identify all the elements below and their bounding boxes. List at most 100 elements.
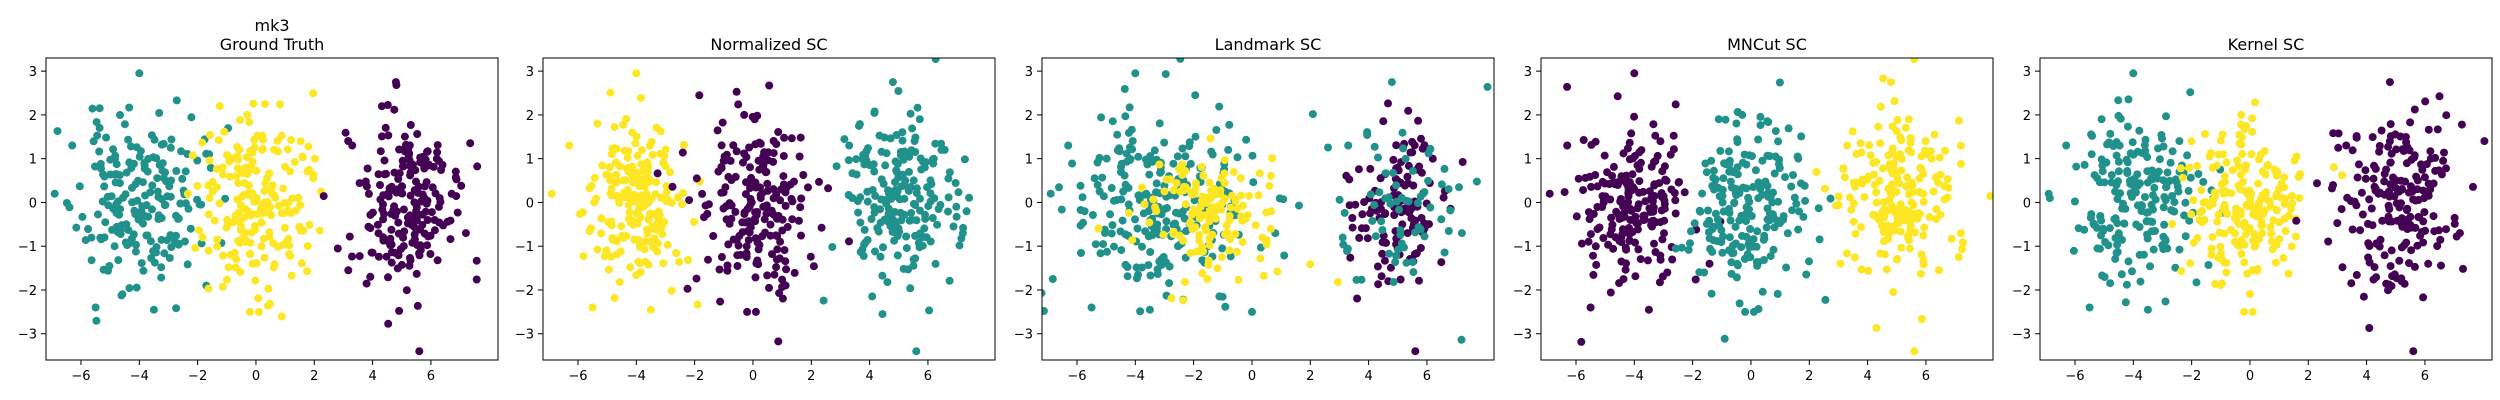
scatter-point bbox=[1944, 183, 1953, 192]
scatter-point bbox=[1208, 150, 1217, 159]
scatter-point bbox=[374, 170, 383, 179]
scatter-point bbox=[1725, 160, 1734, 169]
scatter-point bbox=[693, 300, 702, 309]
scatter-point bbox=[1621, 265, 1630, 274]
scatter-point bbox=[237, 201, 245, 210]
scatter-point bbox=[1090, 174, 1099, 183]
scatter-point bbox=[817, 223, 826, 232]
scatter-point bbox=[770, 270, 779, 279]
scatter-point bbox=[242, 153, 251, 162]
scatter-point bbox=[755, 138, 764, 147]
scatter-point bbox=[886, 134, 895, 143]
scatter-point bbox=[743, 307, 752, 316]
scatter-point bbox=[1425, 220, 1433, 229]
scatter-point bbox=[1727, 183, 1736, 192]
scatter-point bbox=[2384, 142, 2393, 151]
scatter-point bbox=[1760, 256, 1768, 264]
scatter-point bbox=[605, 163, 614, 172]
scatter-point bbox=[2352, 133, 2361, 142]
scatter-point bbox=[780, 133, 789, 142]
scatter-point bbox=[1919, 197, 1928, 206]
scatter-point bbox=[2401, 177, 2410, 186]
scatter-point bbox=[1172, 179, 1181, 188]
scatter-point bbox=[1775, 78, 1784, 87]
scatter-point bbox=[2163, 244, 2172, 253]
scatter-point bbox=[1826, 194, 1835, 203]
scatter-point bbox=[2395, 256, 2404, 265]
scatter-point bbox=[884, 204, 893, 213]
scatter-point bbox=[1455, 183, 1463, 192]
scatter-point bbox=[1649, 120, 1658, 129]
scatter-point bbox=[1872, 188, 1881, 197]
scatter-point bbox=[848, 169, 857, 178]
scatter-point bbox=[921, 210, 929, 219]
scatter-point bbox=[1437, 215, 1446, 224]
scatter-point bbox=[2333, 219, 2342, 228]
scatter-point bbox=[779, 172, 788, 181]
scatter-point bbox=[366, 272, 375, 281]
scatter-point bbox=[929, 154, 938, 163]
scatter-point bbox=[2372, 239, 2381, 248]
scatter-point bbox=[2420, 194, 2429, 203]
y-tick-label: −1 bbox=[1014, 240, 1033, 255]
scatter-point bbox=[2387, 246, 2396, 255]
scatter-point bbox=[152, 243, 161, 252]
scatter-point bbox=[2338, 171, 2347, 180]
scatter-point bbox=[2070, 197, 2079, 206]
scatter-point bbox=[1266, 171, 1275, 180]
scatter-point bbox=[1849, 199, 1858, 208]
scatter-point bbox=[1125, 103, 1134, 112]
scatter-point bbox=[1428, 154, 1437, 163]
scatter-point bbox=[2163, 168, 2172, 177]
scatter-point bbox=[1182, 227, 1191, 235]
scatter-point bbox=[1259, 271, 1268, 280]
scatter-point bbox=[1724, 205, 1733, 213]
scatter-point bbox=[1851, 182, 1859, 191]
scatter-point bbox=[1225, 120, 1234, 129]
scatter-point bbox=[1379, 117, 1388, 126]
scatter-point bbox=[2186, 259, 2195, 268]
scatter-point bbox=[1725, 233, 1734, 242]
scatter-point bbox=[305, 221, 314, 229]
x-tick-label: −4 bbox=[1625, 369, 1644, 384]
scatter-point bbox=[258, 144, 267, 153]
scatter-point bbox=[210, 216, 219, 225]
x-tick-label: 0 bbox=[252, 369, 260, 384]
scatter-point bbox=[1595, 223, 1604, 232]
scatter-point bbox=[1077, 249, 1085, 257]
scatter-point bbox=[149, 305, 158, 314]
scatter-point bbox=[2131, 188, 2140, 197]
scatter-point bbox=[907, 209, 916, 217]
scatter-point bbox=[1956, 229, 1965, 238]
scatter-point bbox=[1690, 219, 1699, 228]
scatter-point bbox=[2416, 231, 2425, 240]
scatter-point bbox=[633, 151, 642, 160]
scatter-point bbox=[1627, 186, 1636, 195]
scatter-point bbox=[1145, 305, 1154, 314]
scatter-point bbox=[1139, 209, 1148, 218]
scatter-point bbox=[1591, 171, 1600, 179]
scatter-point bbox=[1727, 258, 1736, 267]
scatter-point bbox=[646, 305, 655, 314]
scatter-point bbox=[1850, 253, 1859, 262]
scatter-point bbox=[2044, 189, 2053, 198]
scatter-point bbox=[414, 182, 423, 191]
scatter-point bbox=[1048, 275, 1057, 283]
scatter-point bbox=[433, 256, 442, 265]
scatter-point bbox=[1906, 226, 1915, 235]
scatter-point bbox=[1730, 199, 1739, 207]
scatter-point bbox=[856, 193, 865, 202]
scatter-point bbox=[364, 222, 373, 231]
scatter-point bbox=[363, 164, 372, 173]
scatter-point bbox=[384, 319, 393, 328]
scatter-point bbox=[747, 198, 756, 207]
scatter-point bbox=[617, 222, 626, 231]
scatter-point bbox=[2160, 220, 2169, 229]
scatter-point bbox=[612, 250, 621, 259]
scatter-point bbox=[1709, 166, 1718, 175]
scatter-point bbox=[1893, 254, 1902, 263]
scatter-point bbox=[637, 160, 646, 169]
scatter-point bbox=[1705, 259, 1714, 268]
scatter-point bbox=[2159, 176, 2168, 185]
scatter-point bbox=[1446, 206, 1455, 215]
